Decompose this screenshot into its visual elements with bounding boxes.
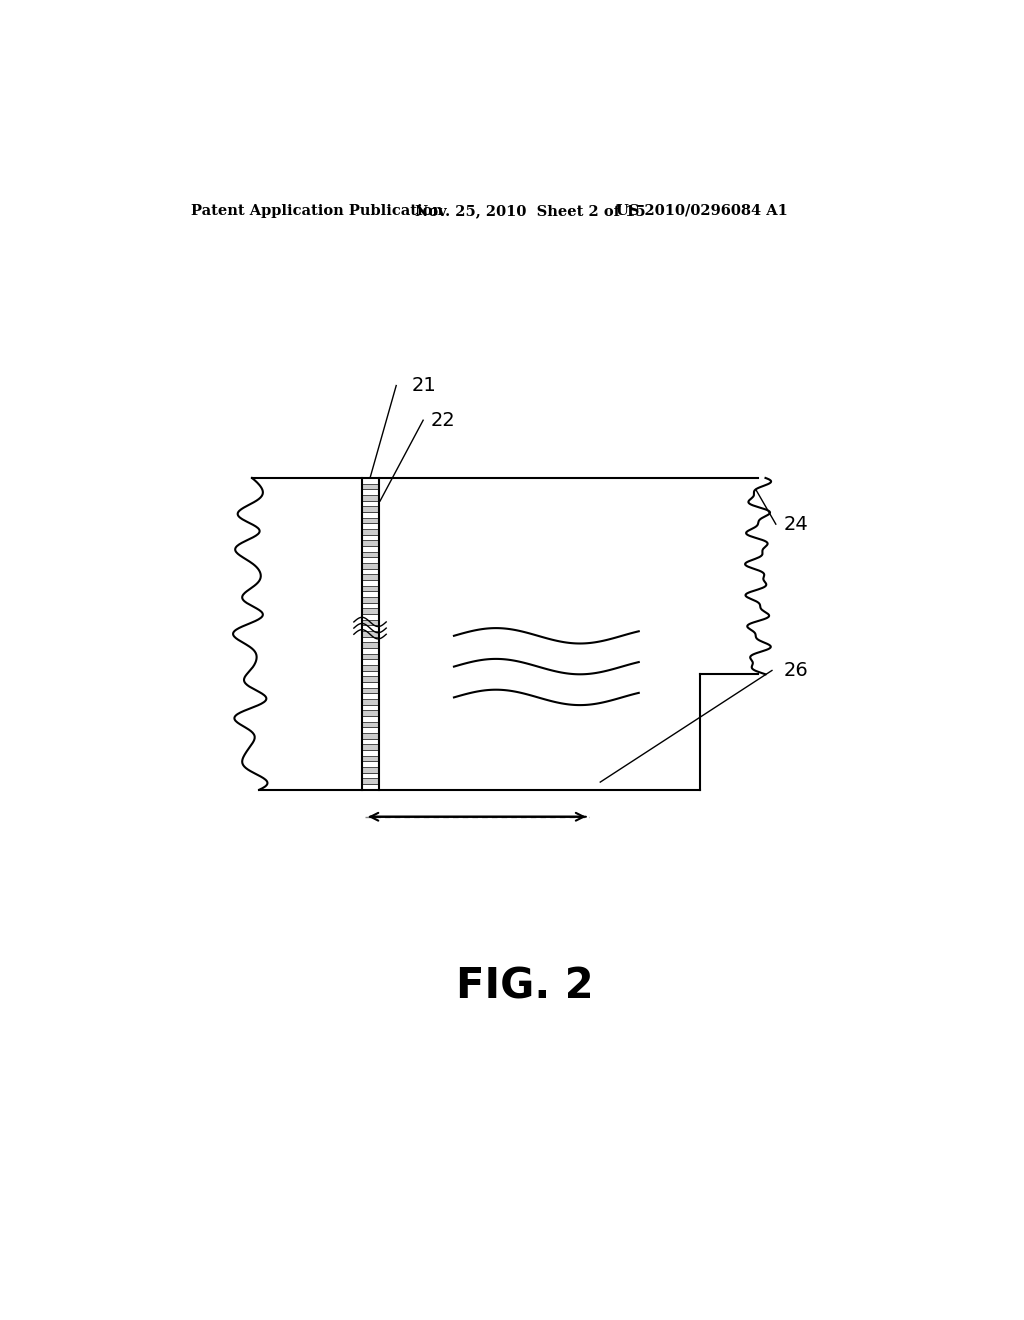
Bar <box>361 779 379 784</box>
Bar <box>361 715 379 722</box>
Bar <box>361 739 379 744</box>
Bar <box>361 564 379 569</box>
Bar <box>361 750 379 756</box>
Bar <box>361 586 379 591</box>
Bar <box>361 722 379 727</box>
Bar <box>361 478 379 483</box>
Bar <box>361 671 379 676</box>
Bar <box>361 512 379 517</box>
Bar <box>361 727 379 733</box>
Bar <box>361 682 379 688</box>
Bar <box>361 535 379 540</box>
Bar <box>361 597 379 603</box>
Bar <box>361 614 379 619</box>
Text: 26: 26 <box>783 661 808 680</box>
Bar <box>361 495 379 500</box>
Bar <box>361 762 379 767</box>
Bar <box>361 574 379 579</box>
Bar <box>361 517 379 523</box>
Bar <box>361 733 379 739</box>
Bar <box>361 643 379 648</box>
Text: US 2010/0296084 A1: US 2010/0296084 A1 <box>615 203 787 218</box>
Bar <box>361 552 379 557</box>
Bar <box>361 626 379 631</box>
Bar <box>361 540 379 546</box>
Bar <box>361 569 379 574</box>
Text: 22: 22 <box>431 411 456 430</box>
Bar <box>361 636 379 643</box>
Bar <box>361 507 379 512</box>
Bar <box>361 705 379 710</box>
Bar <box>361 619 379 626</box>
Bar <box>361 579 379 586</box>
Text: Nov. 25, 2010  Sheet 2 of 15: Nov. 25, 2010 Sheet 2 of 15 <box>416 203 646 218</box>
Text: 24: 24 <box>783 515 808 533</box>
Bar <box>361 631 379 636</box>
Bar <box>361 529 379 535</box>
Bar <box>361 609 379 614</box>
Bar <box>361 500 379 507</box>
Bar <box>361 648 379 653</box>
Text: Patent Application Publication: Patent Application Publication <box>190 203 442 218</box>
Bar <box>361 478 379 789</box>
Bar <box>361 653 379 660</box>
Bar <box>361 744 379 750</box>
Bar <box>361 557 379 564</box>
Text: FIG. 2: FIG. 2 <box>456 965 594 1007</box>
Bar <box>361 700 379 705</box>
Bar <box>361 676 379 682</box>
Bar <box>361 483 379 490</box>
Bar <box>361 665 379 671</box>
Bar <box>361 591 379 597</box>
Bar <box>361 767 379 772</box>
Bar <box>361 756 379 762</box>
Bar <box>361 688 379 693</box>
Bar <box>361 710 379 715</box>
Text: 21: 21 <box>412 376 436 395</box>
Bar <box>361 693 379 700</box>
Bar <box>361 523 379 529</box>
Bar <box>361 784 379 789</box>
Bar <box>361 603 379 609</box>
Bar <box>361 490 379 495</box>
Bar <box>361 546 379 552</box>
Bar <box>361 660 379 665</box>
Bar <box>361 772 379 779</box>
